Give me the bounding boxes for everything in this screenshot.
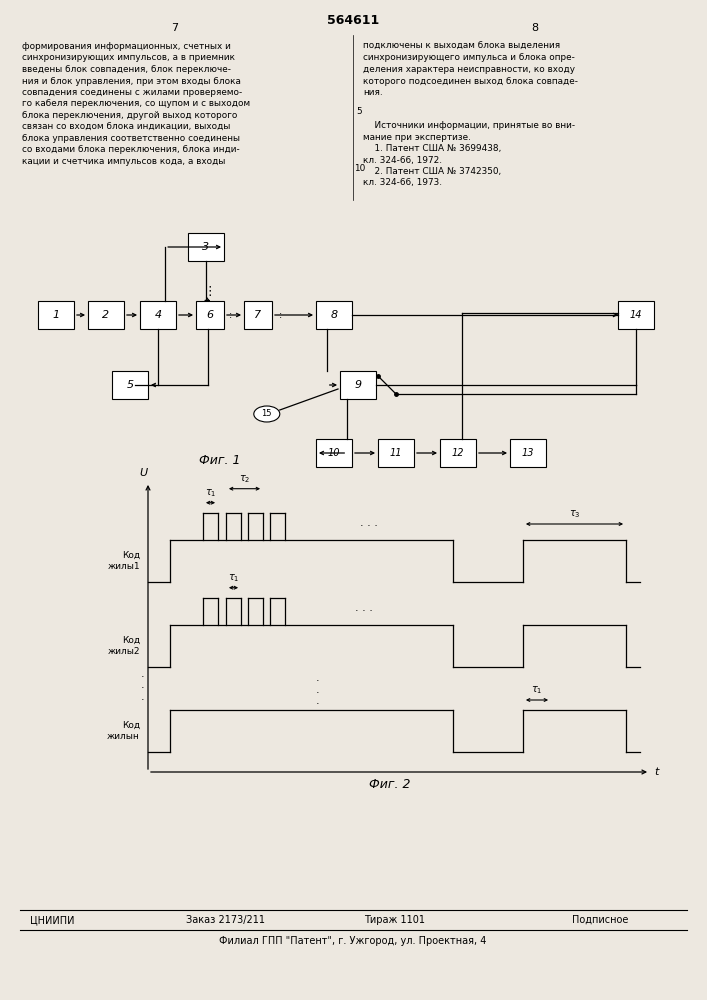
Bar	[340, 371, 376, 399]
Text: Подписное: Подписное	[572, 915, 629, 925]
Text: Заказ 2173/211: Заказ 2173/211	[185, 915, 264, 925]
Bar	[140, 301, 176, 329]
Text: введены блок совпадения, блок переключе-: введены блок совпадения, блок переключе-	[22, 65, 231, 74]
Text: 15: 15	[262, 410, 272, 418]
Text: 564611: 564611	[327, 13, 379, 26]
Text: $\tau_1$: $\tau_1$	[531, 684, 543, 696]
Text: 7: 7	[255, 310, 262, 320]
Text: ⋮: ⋮	[204, 284, 216, 298]
Text: 2. Патент США № 3742350,: 2. Патент США № 3742350,	[363, 167, 501, 176]
Text: Фиг. 2: Фиг. 2	[369, 778, 411, 792]
Text: :: :	[229, 310, 233, 320]
Text: блока управления соответственно соединены: блока управления соответственно соединен…	[22, 134, 240, 143]
Text: Код
жилы1: Код жилы1	[107, 551, 140, 571]
Text: Тираж 1101: Тираж 1101	[365, 915, 426, 925]
Text: ·
·
·: · · ·	[141, 672, 145, 705]
Text: 12: 12	[452, 448, 464, 458]
Text: 2: 2	[103, 310, 110, 320]
Text: 5: 5	[127, 380, 134, 390]
Text: 14: 14	[630, 310, 642, 320]
Text: 10: 10	[354, 164, 366, 173]
Text: Фиг. 1: Фиг. 1	[199, 454, 241, 466]
Text: Код
жилы2: Код жилы2	[107, 636, 140, 656]
Ellipse shape	[254, 406, 280, 422]
Text: 10: 10	[328, 448, 340, 458]
Text: синхронизирующих импульсов, а в приемник: синхронизирующих импульсов, а в приемник	[22, 53, 235, 62]
Text: 1. Патент США № 3699438,: 1. Патент США № 3699438,	[363, 144, 501, 153]
Bar	[440, 439, 476, 467]
Text: ния.: ния.	[363, 88, 382, 97]
Text: $\tau_2$: $\tau_2$	[239, 473, 250, 485]
Text: · · ·: · · ·	[355, 606, 373, 616]
Text: блока переключения, другой выход которого: блока переключения, другой выход которог…	[22, 111, 238, 120]
Text: со входами блока переключения, блока инди-: со входами блока переключения, блока инд…	[22, 145, 240, 154]
Text: 5: 5	[356, 107, 361, 116]
Text: ЦНИИПИ: ЦНИИПИ	[30, 915, 74, 925]
Bar	[188, 233, 224, 261]
Text: кл. 324-66, 1972.: кл. 324-66, 1972.	[363, 155, 442, 164]
Text: 8: 8	[330, 310, 337, 320]
Text: Код
жилын: Код жилын	[107, 721, 140, 741]
Bar	[316, 439, 352, 467]
Bar	[244, 301, 272, 329]
Bar	[378, 439, 414, 467]
Text: 3: 3	[202, 242, 209, 252]
Text: 13: 13	[522, 448, 534, 458]
Text: U: U	[139, 468, 147, 478]
Text: формирования информационных, счетных и: формирования информационных, счетных и	[22, 42, 231, 51]
Text: 4: 4	[154, 310, 162, 320]
Text: 7: 7	[171, 23, 179, 33]
Text: Источники информации, принятые во вни-: Источники информации, принятые во вни-	[363, 121, 575, 130]
Text: ·
·
·: · · ·	[316, 676, 320, 709]
Text: мание при экспертизе.: мание при экспертизе.	[363, 132, 471, 141]
Bar	[88, 301, 124, 329]
Text: Филиал ГПП "Патент", г. Ужгород, ул. Проектная, 4: Филиал ГПП "Патент", г. Ужгород, ул. Про…	[219, 936, 486, 946]
Bar	[510, 439, 546, 467]
Bar	[112, 371, 148, 399]
Bar	[618, 301, 654, 329]
Bar	[38, 301, 74, 329]
Text: кации и счетчика импульсов кода, а входы: кации и счетчика импульсов кода, а входы	[22, 157, 226, 166]
Bar	[196, 301, 224, 329]
Text: кл. 324-66, 1973.: кл. 324-66, 1973.	[363, 178, 442, 188]
Text: 6: 6	[206, 310, 214, 320]
Text: ния и блок управления, при этом входы блока: ния и блок управления, при этом входы бл…	[22, 77, 241, 86]
Text: 1: 1	[52, 310, 59, 320]
Text: $\tau_1$: $\tau_1$	[228, 572, 239, 584]
Text: совпадения соединены с жилами проверяемо-: совпадения соединены с жилами проверяемо…	[22, 88, 243, 97]
Text: · · ·: · · ·	[360, 521, 378, 531]
Bar	[316, 301, 352, 329]
Text: $\tau_1$: $\tau_1$	[205, 487, 216, 499]
Text: :: :	[279, 310, 281, 320]
Text: 8: 8	[532, 23, 539, 33]
Text: 9: 9	[354, 380, 361, 390]
Text: связан со входом блока индикации, выходы: связан со входом блока индикации, выходы	[22, 122, 230, 131]
Text: синхронизирующего импульса и блока опре-: синхронизирующего импульса и блока опре-	[363, 53, 575, 62]
Text: $\tau_3$: $\tau_3$	[568, 508, 580, 520]
Text: 11: 11	[390, 448, 402, 458]
Text: которого подсоединен выход блока совпаде-: которого подсоединен выход блока совпаде…	[363, 77, 578, 86]
Text: го кабеля переключения, со щупом и с выходом: го кабеля переключения, со щупом и с вых…	[22, 100, 250, 108]
Text: t: t	[654, 767, 658, 777]
Text: подключены к выходам блока выделения: подключены к выходам блока выделения	[363, 42, 560, 51]
Text: деления характера неисправности, ко входу: деления характера неисправности, ко вход…	[363, 65, 575, 74]
